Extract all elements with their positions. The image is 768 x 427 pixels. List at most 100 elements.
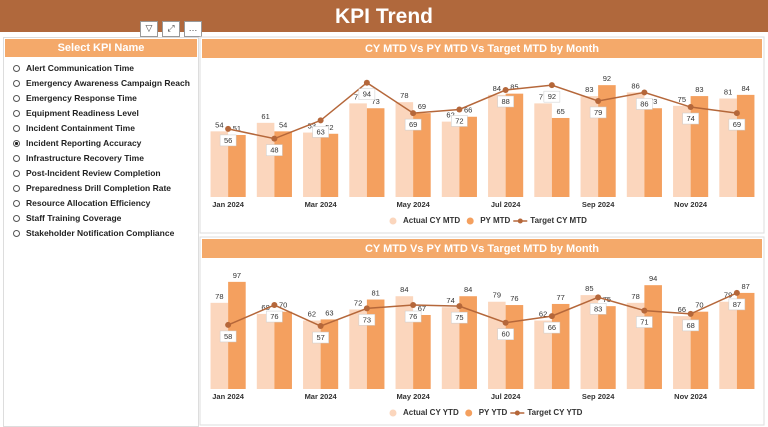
label-box xyxy=(636,316,653,328)
legend-swatch xyxy=(466,217,474,225)
bar xyxy=(598,306,616,389)
label-box xyxy=(451,115,468,127)
data-label: 79 xyxy=(493,291,501,300)
bar xyxy=(719,301,737,389)
data-label: 74 xyxy=(446,296,454,305)
radio[interactable] xyxy=(13,95,20,102)
slicer-item[interactable]: Staff Training Coverage xyxy=(4,211,198,226)
filter-button[interactable]: ▽ xyxy=(140,21,158,37)
item-label: Alert Communication Time xyxy=(26,63,134,73)
data-label: 71 xyxy=(640,318,648,327)
data-label: 77 xyxy=(354,92,362,101)
marker xyxy=(363,305,370,312)
x-tick-label: Jul 2024 xyxy=(491,200,521,209)
radio[interactable] xyxy=(13,230,20,237)
bar xyxy=(459,296,477,389)
bar xyxy=(395,102,414,197)
radio[interactable] xyxy=(13,125,20,132)
radio[interactable] xyxy=(13,110,20,117)
data-label: 78 xyxy=(631,292,639,301)
slicer-item[interactable]: Post-Incident Review Completion xyxy=(4,166,198,181)
legend-swatch xyxy=(389,217,397,225)
label-box xyxy=(266,144,283,156)
marker xyxy=(733,289,740,296)
slicer-item[interactable]: Emergency Awareness Campaign Reach xyxy=(4,76,198,91)
slicer-item[interactable]: Resource Allocation Efficiency xyxy=(4,196,198,211)
chart-title: CY MTD Vs PY MTD Vs Target MTD by Month xyxy=(365,243,599,255)
marker xyxy=(548,313,555,320)
legend-swatch xyxy=(465,409,473,417)
kpi-slicer: Select KPI Name Alert Communication Time… xyxy=(3,37,199,427)
bar xyxy=(488,301,506,389)
radio[interactable] xyxy=(13,65,20,72)
bar xyxy=(274,311,292,389)
slicer-item[interactable]: Infrastructure Recovery Time xyxy=(4,151,198,166)
data-label: 84 xyxy=(400,285,408,294)
item-label: Incident Containment Time xyxy=(26,123,135,133)
data-label: 52 xyxy=(325,123,333,132)
marker xyxy=(363,79,370,86)
data-label: 81 xyxy=(371,289,379,298)
marker xyxy=(641,307,648,314)
radio[interactable] xyxy=(13,215,20,222)
bar xyxy=(626,92,645,197)
marker xyxy=(548,82,555,89)
x-tick-label: Jan 2024 xyxy=(212,392,245,401)
slicer-item[interactable]: Stakeholder Notification Compliance xyxy=(4,226,198,241)
data-label: 81 xyxy=(724,88,732,97)
bar xyxy=(320,319,339,389)
slicer-item[interactable]: Alert Communication Time xyxy=(4,61,198,76)
marker xyxy=(317,323,324,330)
marker xyxy=(225,125,232,132)
bar xyxy=(228,134,246,197)
bar xyxy=(256,313,275,389)
legend-swatch xyxy=(517,218,523,224)
item-label: Equipment Readiness Level xyxy=(26,108,139,118)
marker xyxy=(271,302,278,309)
data-label: 72 xyxy=(354,298,362,307)
x-tick-label: Sep 2024 xyxy=(582,200,615,209)
data-label: 92 xyxy=(548,92,556,101)
x-tick-label: Nov 2024 xyxy=(674,392,708,401)
slicer-item[interactable]: Emergency Response Time xyxy=(4,91,198,106)
bar xyxy=(441,307,460,389)
data-label: 76 xyxy=(270,312,278,321)
data-label: 48 xyxy=(270,146,278,155)
data-label: 88 xyxy=(501,97,509,106)
bar xyxy=(349,103,367,197)
bar xyxy=(210,302,229,389)
data-label: 75 xyxy=(455,313,463,322)
bar xyxy=(210,131,229,197)
bar xyxy=(441,121,460,197)
slicer-item[interactable]: Preparedness Drill Completion Rate xyxy=(4,181,198,196)
legend-label: PY YTD xyxy=(479,408,508,417)
legend-label: Actual CY YTD xyxy=(403,408,459,417)
data-label: 86 xyxy=(640,99,648,108)
slicer-item[interactable]: Incident Reporting Accuracy xyxy=(4,136,198,151)
radio[interactable] xyxy=(13,170,20,177)
radio[interactable] xyxy=(13,185,20,192)
more-button[interactable]: … xyxy=(184,21,202,37)
data-label: 85 xyxy=(585,284,593,293)
data-label: 62 xyxy=(539,310,547,319)
marker xyxy=(687,310,694,317)
data-label: 54 xyxy=(215,120,223,129)
radio[interactable] xyxy=(13,200,20,207)
slicer-item[interactable]: Equipment Readiness Level xyxy=(4,106,198,121)
bar xyxy=(303,132,321,197)
radio[interactable] xyxy=(13,80,20,87)
label-box xyxy=(219,134,237,147)
slicer-title: Select KPI Name xyxy=(5,39,197,57)
toolbar: ▽ ⤢ … xyxy=(140,21,202,37)
label-box xyxy=(451,311,468,324)
radio[interactable] xyxy=(13,140,20,147)
radio[interactable] xyxy=(13,155,20,162)
chart-title-bar xyxy=(202,239,762,258)
bar xyxy=(673,105,691,197)
data-label: 68 xyxy=(261,303,269,312)
x-tick-label: Mar 2024 xyxy=(305,392,338,401)
item-label: Resource Allocation Efficiency xyxy=(26,198,151,208)
slicer-item[interactable]: Incident Containment Time xyxy=(4,121,198,136)
focus-button[interactable]: ⤢ xyxy=(162,21,180,37)
